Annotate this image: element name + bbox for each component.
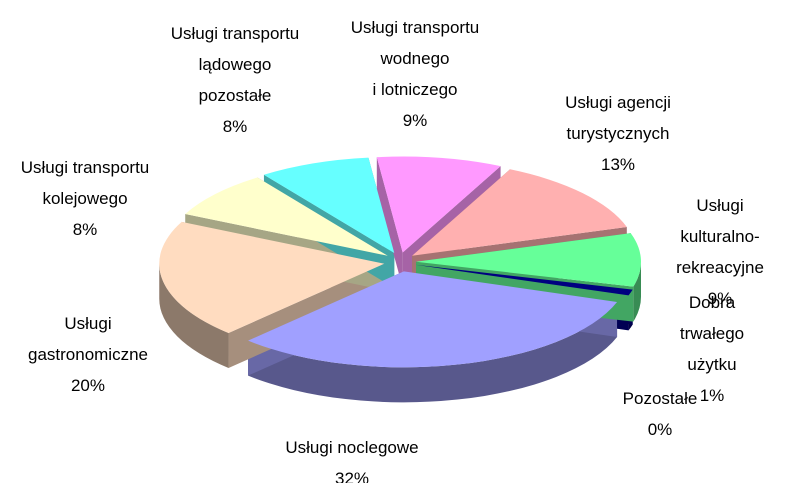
slice-side (159, 263, 229, 368)
value-label: 8% (72, 220, 98, 239)
slice-wall (376, 157, 403, 288)
slice-label: Usługi transportu kolejowego 8% (21, 152, 150, 245)
slice-side (248, 301, 618, 403)
value-label: 32% (334, 469, 370, 483)
value-label: 9% (402, 111, 428, 130)
slice-side (633, 261, 641, 322)
slice-label: Dobra trwałego użytku 1% (667, 287, 757, 411)
value-label: 0% (647, 420, 673, 439)
value-label: 20% (70, 376, 106, 395)
value-label: 8% (222, 117, 248, 136)
category-label: Pozostałe (622, 389, 698, 408)
category-label: Usługi noclegowe (285, 438, 419, 457)
category-label: Dobra trwałego użytku (679, 293, 745, 374)
value-label: 9% (707, 289, 733, 308)
category-label: Usługi agencji turystycznych (565, 93, 671, 143)
slice-label: Usługi noclegowe 32% (285, 432, 418, 483)
category-label: Usługi transportu lądowego pozostałe (170, 24, 300, 105)
slice-label: Usługi kulturalno- rekreacyjne 9% (676, 190, 764, 314)
slice (248, 271, 618, 368)
slice-label: Usługi gastronomiczne 20% (28, 308, 148, 401)
value-label: 13% (600, 155, 636, 174)
slice-label: Pozostałe 0% (623, 383, 698, 445)
slice-label: Usługi agencji turystycznych 13% (565, 87, 671, 180)
slice-label: Usługi transportu lądowego pozostałe 8% (171, 18, 300, 142)
slice (412, 169, 627, 256)
slice-tops (159, 156, 641, 368)
slice-label: Usługi transportu wodnego i lotniczego 9% (351, 12, 480, 136)
slice (415, 264, 633, 296)
category-label: Usługi transportu kolejowego (20, 158, 150, 208)
slice (376, 156, 501, 253)
slice (159, 221, 385, 333)
category-label: Usługi kulturalno- rekreacyjne (676, 196, 764, 277)
category-label: Usługi transportu wodnego i lotniczego (350, 18, 480, 99)
category-label: Usługi gastronomiczne (27, 314, 149, 364)
slice (415, 233, 641, 287)
value-label: 1% (699, 386, 725, 405)
slice (263, 157, 395, 254)
slice (185, 177, 388, 256)
